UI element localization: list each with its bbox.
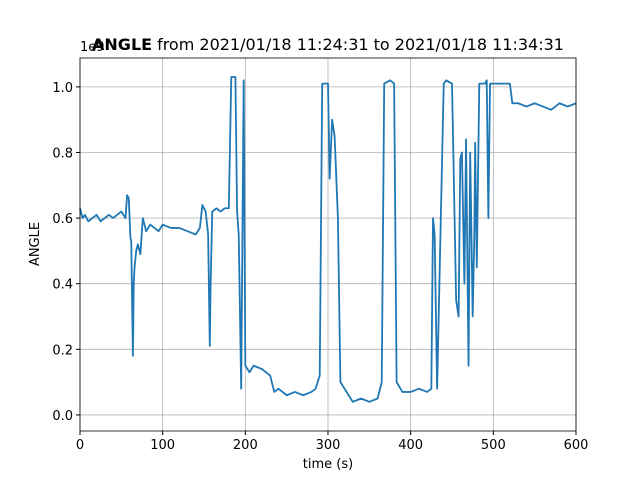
y-axis-label: ANGLE xyxy=(28,222,43,266)
y-tick-label: 1.0 xyxy=(52,81,73,96)
y-tick-label: 0.0 xyxy=(52,409,73,424)
y-offset-text: 1e9 xyxy=(80,40,105,55)
x-tick-label: 100 xyxy=(150,438,175,453)
x-tick-label: 0 xyxy=(76,438,84,453)
title-rest: from 2021/01/18 11:24:31 to 2021/01/18 1… xyxy=(157,35,564,54)
y-tick-label: 0.4 xyxy=(52,278,73,293)
x-tick-label: 500 xyxy=(481,438,506,453)
plot-frame xyxy=(79,57,577,432)
data-line xyxy=(79,76,577,403)
x-tick-label: 600 xyxy=(564,438,589,453)
y-tick-label: 0.8 xyxy=(52,146,73,161)
x-tick-label: 300 xyxy=(316,438,341,453)
title-bold: ANGLE xyxy=(92,35,152,54)
y-tick-label: 0.2 xyxy=(52,343,73,358)
x-tick-label: 200 xyxy=(233,438,258,453)
chart-title: ANGLE from 2021/01/18 11:24:31 to 2021/01… xyxy=(92,35,564,54)
x-tick-label: 400 xyxy=(398,438,423,453)
x-axis-label: time (s) xyxy=(303,457,353,472)
y-tick-label: 0.6 xyxy=(52,212,73,227)
